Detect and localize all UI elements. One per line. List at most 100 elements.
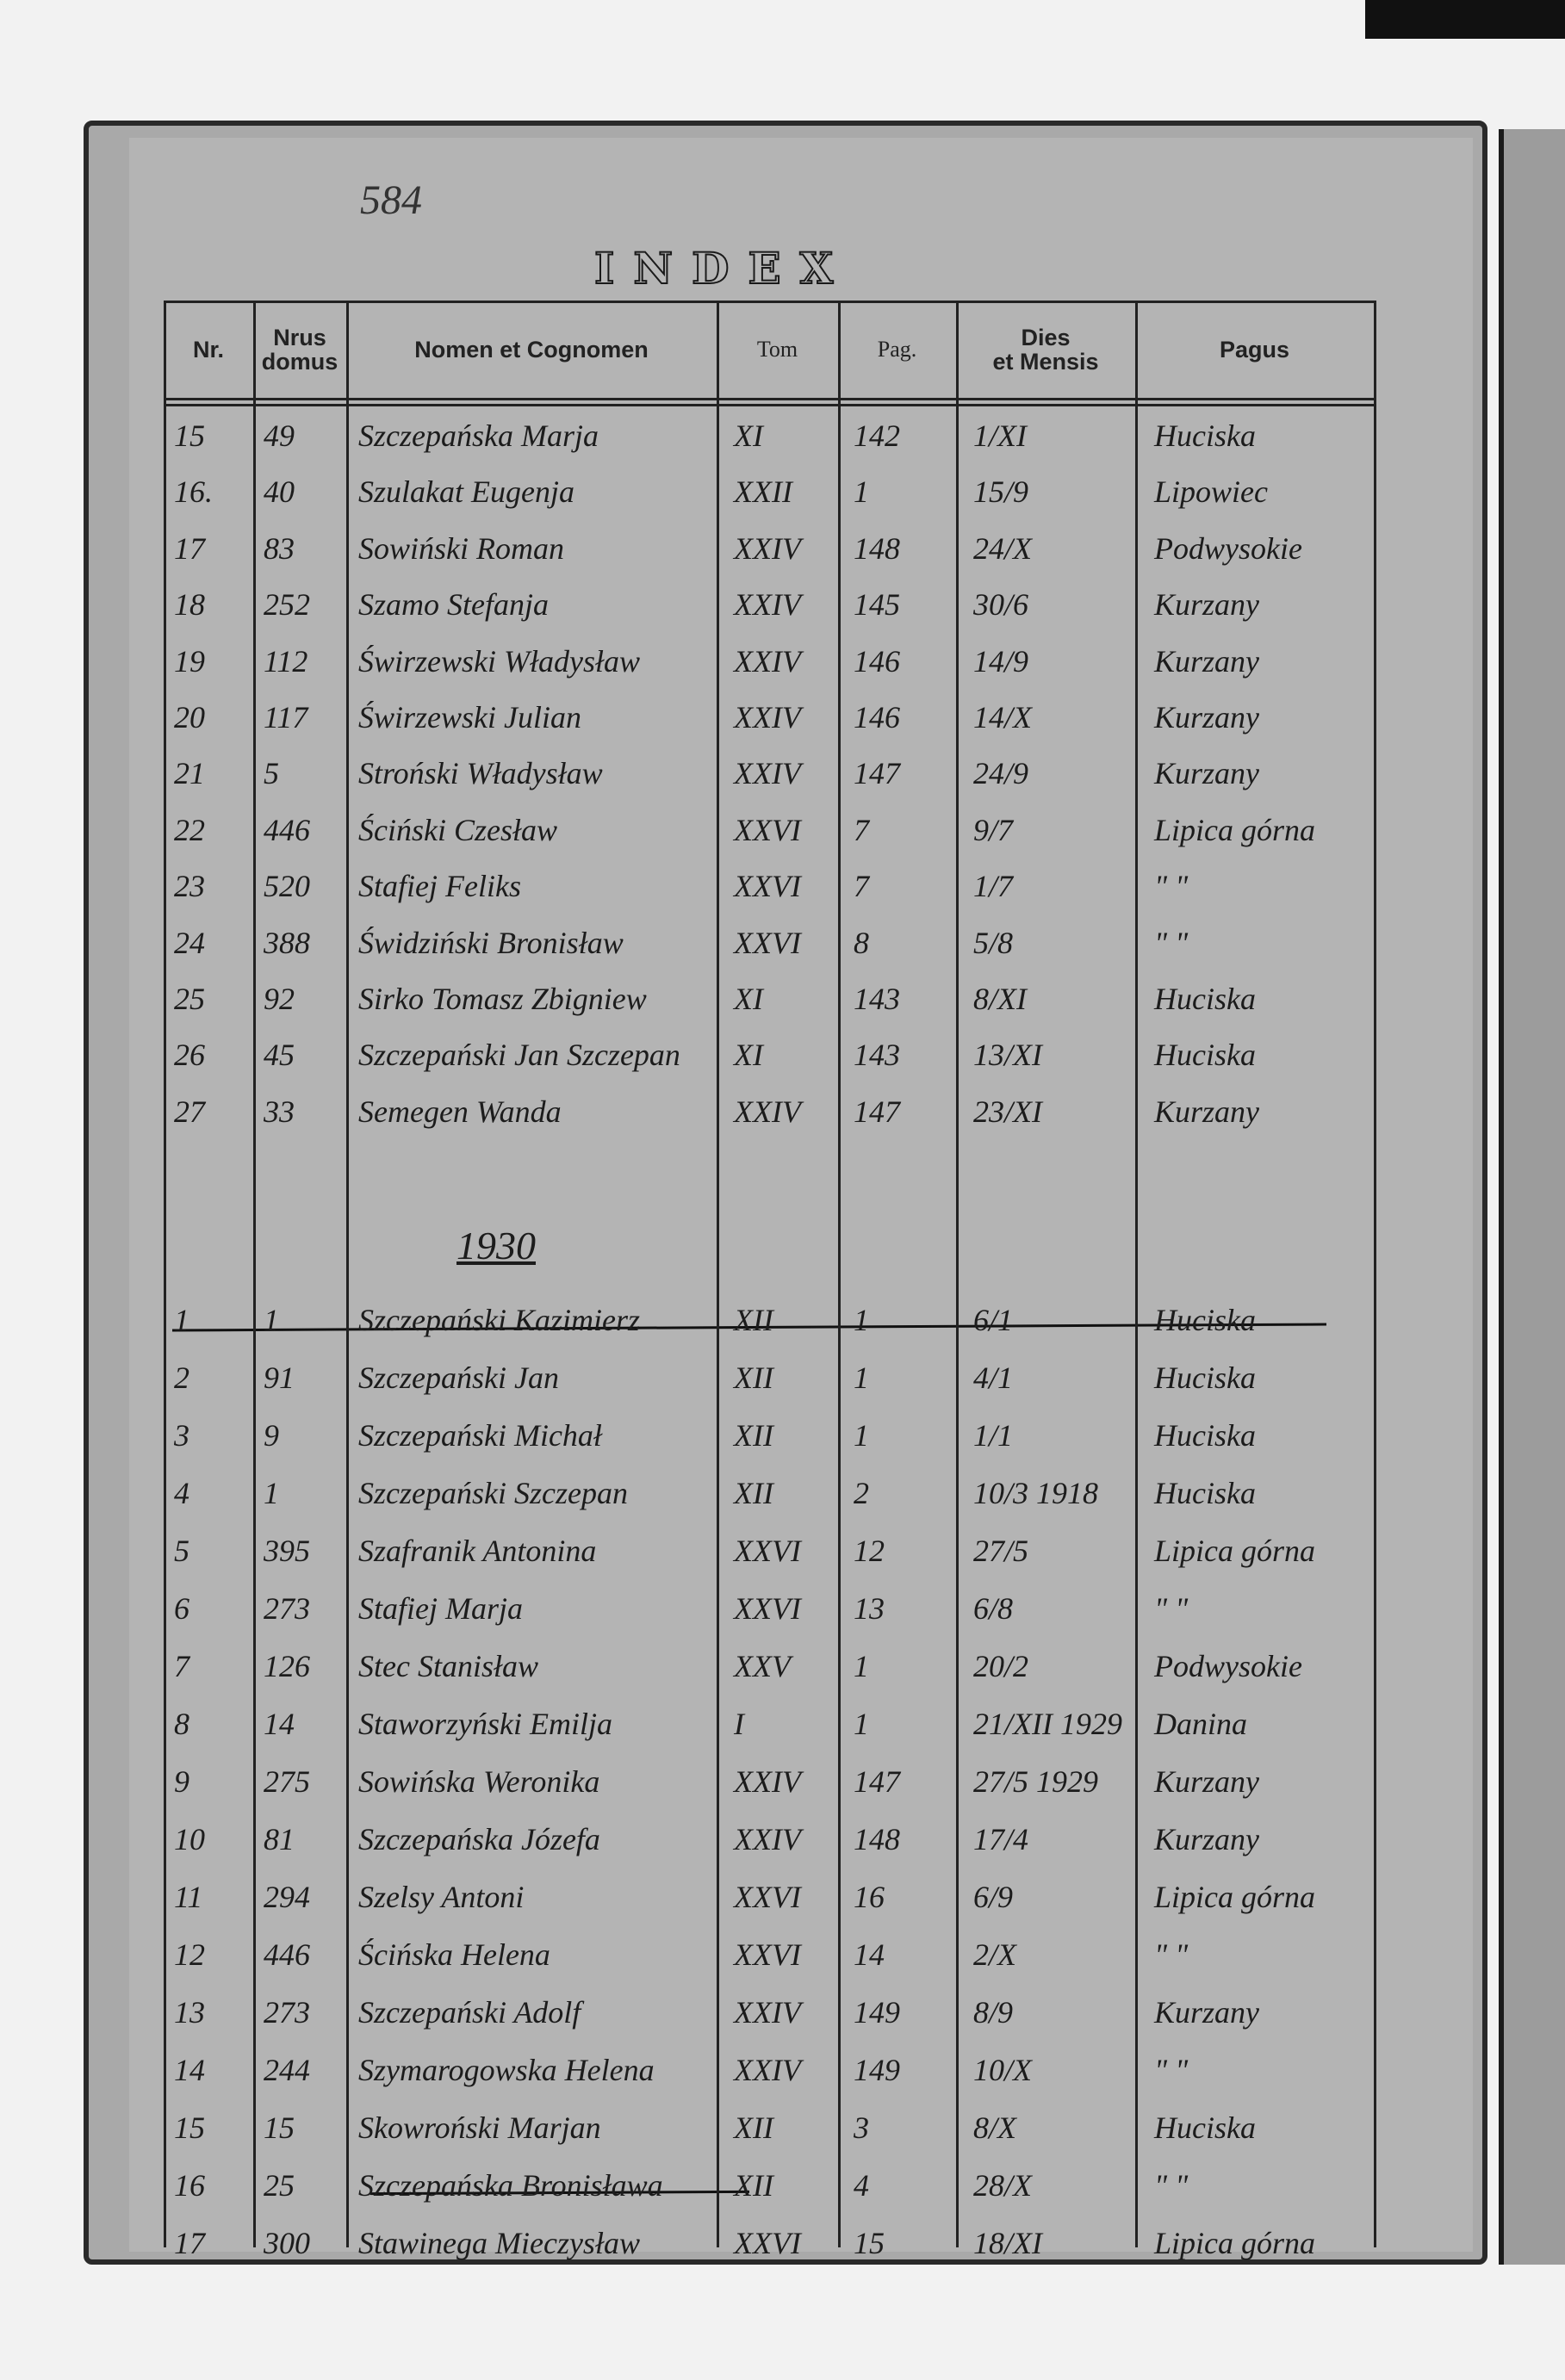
table-cell: 24 xyxy=(174,925,205,960)
table-cell: Kurzany xyxy=(1154,587,1260,623)
table-cell: Lipica górna xyxy=(1154,812,1316,847)
table-cell: 22 xyxy=(174,812,205,847)
table-cell: XXVI xyxy=(734,925,801,960)
table-cell: 1 xyxy=(264,1476,279,1510)
table-cell: 2/X xyxy=(973,1937,1016,1972)
table-cell: " " xyxy=(1154,1591,1189,1626)
table-cell: Huciska xyxy=(1154,1476,1256,1510)
column-rule xyxy=(717,301,719,2247)
table-cell: 8/XI xyxy=(973,982,1027,1016)
table-cell: Kurzany xyxy=(1154,643,1260,679)
table-cell: 13 xyxy=(854,1591,885,1626)
table-cell: 23/XI xyxy=(973,1094,1042,1129)
table-cell: 16 xyxy=(854,1880,885,1914)
table-cell: XII xyxy=(734,1303,773,1337)
table-cell: 15 xyxy=(854,2226,885,2260)
next-page-edge xyxy=(1499,129,1565,2265)
table-cell: Danina xyxy=(1154,1707,1247,1741)
table-cell: 92 xyxy=(264,982,295,1016)
table-cell: XXVI xyxy=(734,1534,801,1568)
table-cell: 252 xyxy=(264,587,310,623)
table-cell: 16. xyxy=(174,474,213,510)
table-cell: XXIV xyxy=(734,700,801,734)
table-cell: 1 xyxy=(854,1707,869,1741)
column-rule xyxy=(253,301,256,2247)
table-cell: 147 xyxy=(854,756,900,791)
table-cell: 2 xyxy=(174,1360,189,1395)
table-cell: 3 xyxy=(174,1418,189,1453)
table-cell: Szelsy Antoni xyxy=(358,1880,525,1914)
table-cell: Szamo Stefanja xyxy=(358,587,549,623)
table-cell: Kurzany xyxy=(1154,1995,1260,2030)
table-cell: XXIV xyxy=(734,1764,801,1799)
table-cell: 15 xyxy=(174,418,205,453)
table-cell: 145 xyxy=(854,587,900,623)
table-cell: 1/XI xyxy=(973,418,1027,453)
table-cell: 1 xyxy=(854,1303,869,1337)
table-cell: XXIV xyxy=(734,587,801,623)
table-cell: Sowiński Roman xyxy=(358,530,564,566)
table-cell: 18/XI xyxy=(973,2226,1042,2260)
table-cell: 91 xyxy=(264,1360,295,1395)
table-cell: Ścińska Helena xyxy=(358,1937,550,1972)
table-cell: XXIV xyxy=(734,1094,801,1129)
table-cell: Stroński Władysław xyxy=(358,756,603,791)
table-cell: 6/9 xyxy=(973,1880,1014,1914)
table-cell: 23 xyxy=(174,869,205,904)
table-cell: Szafranik Antonina xyxy=(358,1534,597,1568)
table-cell: 8/9 xyxy=(973,1995,1014,2030)
table-cell: 12 xyxy=(854,1534,885,1568)
column-header: Nr. xyxy=(192,336,225,363)
table-cell: 45 xyxy=(264,1038,295,1073)
table-cell: XXIV xyxy=(734,530,801,566)
table-cell: 148 xyxy=(854,1822,900,1856)
table-cell: 1 xyxy=(854,1418,869,1453)
table-cell: 294 xyxy=(264,1880,310,1914)
year-heading: 1930 xyxy=(456,1224,536,1267)
table-cell: Stec Stanisław xyxy=(358,1649,538,1683)
table-cell: 15 xyxy=(264,2110,295,2145)
table-cell: Szczepański Jan Szczepan xyxy=(358,1038,680,1073)
table-cell: 14/9 xyxy=(973,643,1029,679)
table-cell: " " xyxy=(1154,925,1189,960)
table-cell: 27 xyxy=(174,1094,205,1129)
table-cell: 1 xyxy=(854,474,869,510)
table-cell: 17 xyxy=(174,2226,205,2260)
column-header: Nrus domus xyxy=(261,324,338,375)
table-cell: 10 xyxy=(174,1822,205,1856)
table-cell: 1 xyxy=(174,1303,189,1337)
table-cell: Ściński Czesław xyxy=(358,812,557,847)
table-cell: XII xyxy=(734,2168,773,2203)
table-cell: " " xyxy=(1154,869,1189,904)
table-cell: 1 xyxy=(854,1360,869,1395)
table-cell: 244 xyxy=(264,2053,310,2087)
table-cell: 8/X xyxy=(973,2110,1016,2145)
table-cell: 28/X xyxy=(973,2168,1032,2203)
table-cell: Huciska xyxy=(1154,982,1256,1016)
table-cell: 4/1 xyxy=(973,1360,1014,1395)
table-cell: 5/8 xyxy=(973,925,1014,960)
title: INDEX xyxy=(593,242,853,294)
table-cell: 49 xyxy=(264,418,295,453)
table-cell: 6 xyxy=(174,1591,189,1626)
table-cell: XXII xyxy=(734,474,792,510)
table-cell: Stawinega Mieczysław xyxy=(358,2226,640,2260)
table-cell: 17/4 xyxy=(973,1822,1029,1856)
table-cell: 3 xyxy=(854,2110,869,2145)
table-cell: 273 xyxy=(264,1591,310,1626)
table-cell: 1 xyxy=(854,1649,869,1683)
table-cell: Huciska xyxy=(1154,1360,1256,1395)
column-rule xyxy=(1374,301,1376,2247)
table-cell: 83 xyxy=(264,530,295,566)
table-cell: Szczepański Kazimierz xyxy=(358,1303,640,1337)
table-cell: 6/1 xyxy=(973,1303,1014,1337)
table-cell: 275 xyxy=(264,1764,310,1799)
table-cell: Kurzany xyxy=(1154,756,1260,791)
table-cell: Szulakat Eugenja xyxy=(358,474,574,510)
table-cell: Lipica górna xyxy=(1154,2226,1316,2260)
table-cell: 149 xyxy=(854,2053,900,2087)
table-cell: 388 xyxy=(264,925,310,960)
table-cell: 146 xyxy=(854,643,900,679)
table-cell: 142 xyxy=(854,418,900,453)
table-cell: 147 xyxy=(854,1094,900,1129)
